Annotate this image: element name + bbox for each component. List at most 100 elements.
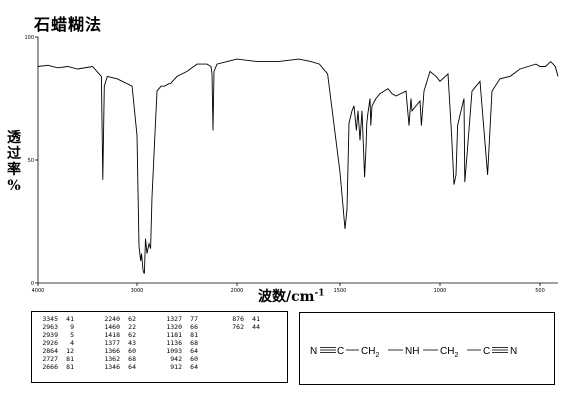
atom-c-left: C	[337, 346, 344, 357]
peak-wavenumber: 1181	[166, 331, 182, 339]
atom-c-right: C	[483, 346, 490, 357]
peak-wavenumber: 1093	[166, 347, 182, 355]
peak-wavenumber: 1327	[166, 315, 182, 323]
peak-table-row: 1327 77	[160, 315, 198, 323]
peak-table-row: 2727 81	[36, 355, 74, 363]
subscript-2: 2	[454, 352, 458, 359]
y-axis-label: 透 过 率 %	[5, 130, 23, 194]
peak-transmittance: 64	[190, 363, 198, 371]
peak-wavenumber: 3345	[42, 315, 58, 323]
peak-table-row: 1418 62	[98, 331, 136, 339]
peak-table: 3345 41 2963 9 2939 5 2926 4 2864 12 2727 81 2666 81 2…	[31, 311, 288, 383]
peak-transmittance: 62	[128, 315, 136, 323]
peak-transmittance: 68	[128, 355, 136, 363]
x-tick-label: 500	[535, 288, 545, 294]
peak-table-row: 876 41	[222, 315, 260, 323]
atom-n-left: N	[310, 346, 317, 357]
peak-wavenumber: 2963	[42, 323, 58, 331]
peak-table-row: 1136 68	[160, 339, 198, 347]
peak-table-row: 2864 12	[36, 347, 74, 355]
peak-table-column: 2240 62 1460 22 1418 62 1377 43 1366 60 1362 68 1346…	[98, 315, 136, 371]
peak-wavenumber: 876	[232, 315, 244, 323]
peak-table-row: 1181 81	[160, 331, 198, 339]
peak-wavenumber: 1460	[104, 323, 120, 331]
peak-table-row: 1320 66	[160, 323, 198, 331]
peak-transmittance: 64	[190, 347, 198, 355]
peak-transmittance: 81	[66, 363, 74, 371]
peak-wavenumber: 1346	[104, 363, 120, 371]
peak-transmittance: 60	[128, 347, 136, 355]
peak-transmittance: 4	[70, 339, 74, 347]
structure-box: N C CH2 NH CH2 C N	[299, 312, 555, 385]
peak-table-row: 1346 64	[98, 363, 136, 371]
peak-table-row: 2666 81	[36, 363, 74, 371]
peak-table-column: 876 41 762 44	[222, 315, 260, 331]
peak-table-row: 1093 64	[160, 347, 198, 355]
x-axis-label-text: 波数/cm	[258, 289, 315, 305]
peak-table-row: 1366 60	[98, 347, 136, 355]
x-tick-label: 3000	[131, 288, 144, 294]
peak-transmittance: 12	[66, 347, 74, 355]
peak-table-column: 1327 77 1320 66 1181 81 1136 68 1093 64 942 60 912 64	[160, 315, 198, 371]
peak-transmittance: 77	[190, 315, 198, 323]
x-tick-label: 4000	[32, 288, 45, 294]
peak-table-row: 3345 41	[36, 315, 74, 323]
peak-wavenumber: 942	[170, 355, 182, 363]
peak-transmittance: 66	[190, 323, 198, 331]
peak-wavenumber: 2727	[42, 355, 58, 363]
x-tick-label: 1000	[434, 288, 447, 294]
peak-table-column: 3345 41 2963 9 2939 5 2926 4 2864 12 2727 81 2666 81	[36, 315, 74, 371]
peak-wavenumber: 2666	[42, 363, 58, 371]
peak-table-row: 2963 9	[36, 323, 74, 331]
peak-wavenumber: 1362	[104, 355, 120, 363]
y-axis-label-char: 过	[7, 146, 21, 162]
peak-table-row: 1377 43	[98, 339, 136, 347]
peak-table-row: 2926 4	[36, 339, 74, 347]
peak-wavenumber: 2864	[42, 347, 58, 355]
peak-transmittance: 60	[190, 355, 198, 363]
peak-transmittance: 9	[70, 323, 74, 331]
ch2-text: CH	[361, 346, 375, 357]
peak-wavenumber: 2939	[42, 331, 58, 339]
chart-title: 石蜡糊法	[34, 15, 103, 34]
peak-wavenumber: 1320	[166, 323, 182, 331]
x-tick-label: 2000	[231, 288, 244, 294]
peak-transmittance: 43	[128, 339, 136, 347]
y-axis-label-char: 率	[7, 162, 21, 178]
peak-table-row: 2939 5	[36, 331, 74, 339]
y-axis-label-char: 透	[7, 130, 21, 146]
peak-table-row: 912 64	[160, 363, 198, 371]
peak-wavenumber: 2926	[42, 339, 58, 347]
y-axis-label-char: %	[7, 178, 21, 194]
spectrum-line	[37, 58, 559, 274]
peak-transmittance: 5	[70, 331, 74, 339]
peak-transmittance: 41	[252, 315, 260, 323]
peak-wavenumber: 1136	[166, 339, 182, 347]
peak-wavenumber: 1418	[104, 331, 120, 339]
peak-transmittance: 44	[252, 323, 260, 331]
peak-transmittance: 68	[190, 339, 198, 347]
peak-table-row: 2240 62	[98, 315, 136, 323]
peak-transmittance: 64	[128, 363, 136, 371]
peak-wavenumber: 912	[170, 363, 182, 371]
group-nh: NH	[405, 346, 419, 357]
atom-n-right: N	[510, 346, 517, 357]
ch2-text: CH	[440, 346, 454, 357]
peak-wavenumber: 762	[232, 323, 244, 331]
y-tick-label: 100	[24, 35, 34, 41]
structure-diagram: N C CH2 NH CH2 C N	[310, 346, 517, 359]
peak-transmittance: 62	[128, 331, 136, 339]
x-axis-label: 波数/cm-1	[258, 286, 324, 306]
peak-table-row: 942 60	[160, 355, 198, 363]
group-ch2-left: CH2	[361, 346, 379, 359]
peak-transmittance: 81	[66, 355, 74, 363]
chart-axes	[37, 37, 558, 284]
group-ch2-right: CH2	[440, 346, 458, 359]
peak-transmittance: 81	[190, 331, 198, 339]
peak-table-row: 1460 22	[98, 323, 136, 331]
y-tick-label: 0	[31, 281, 34, 287]
x-axis-label-sup: -1	[314, 288, 325, 299]
subscript-2: 2	[375, 352, 379, 359]
peak-wavenumber: 1366	[104, 347, 120, 355]
peak-transmittance: 22	[128, 323, 136, 331]
